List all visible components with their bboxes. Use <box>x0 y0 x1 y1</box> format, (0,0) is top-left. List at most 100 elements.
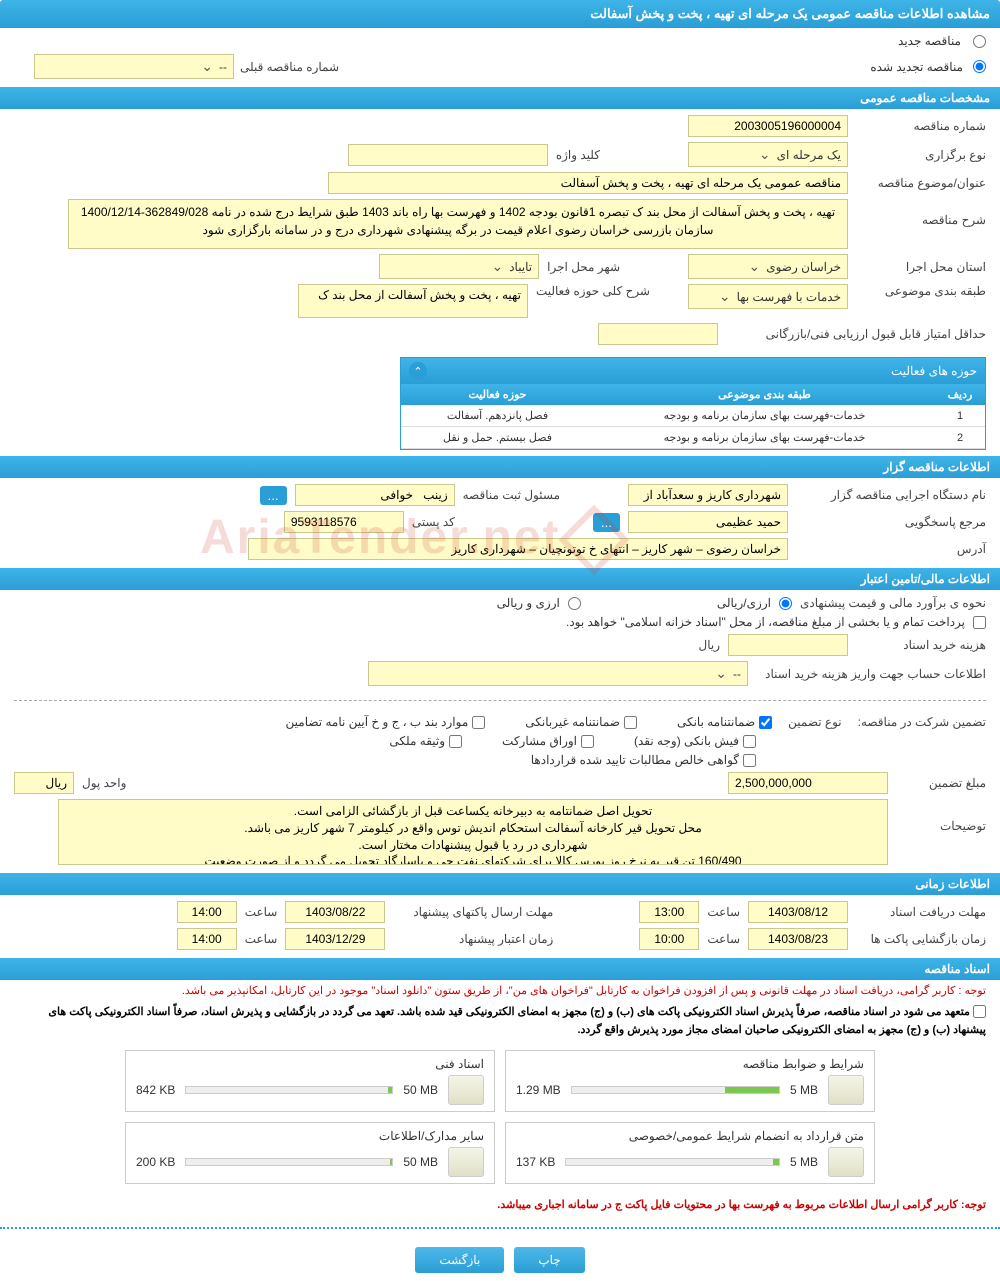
postal-input[interactable] <box>284 511 404 533</box>
activity-fields-title: حوزه های فعالیت <box>891 364 977 378</box>
col-field: حوزه فعالیت <box>401 384 594 405</box>
file-size: 200 KB <box>136 1155 175 1169</box>
city-select[interactable]: تایباد <box>379 254 539 279</box>
file-max: 50 MB <box>403 1083 438 1097</box>
progress-bar <box>565 1158 780 1166</box>
activity-desc-textarea[interactable]: تهیه ، پخت و پخش آسفالت از محل بند ک <box>298 284 528 318</box>
prev-number-select[interactable]: -- <box>34 54 234 79</box>
registrar-input[interactable] <box>295 484 455 506</box>
col-category: طبقه بندی موضوعی <box>594 384 935 405</box>
doc-receive-time[interactable] <box>639 901 699 923</box>
exec-agency-label: نام دستگاه اجرایی مناقصه گزار <box>796 488 986 502</box>
type-label: نوع برگزاری <box>856 148 986 162</box>
payment-note-label: پرداخت تمام و یا بخشی از مبلغ مناقصه، از… <box>566 615 965 629</box>
back-button[interactable]: بازگشت <box>415 1247 504 1273</box>
folder-icon[interactable] <box>828 1147 864 1177</box>
guarantee-label: تضمین شرکت در مناقصه: <box>858 715 986 729</box>
folder-icon[interactable] <box>828 1075 864 1105</box>
category-label: طبقه بندی موضوعی <box>856 284 986 298</box>
cb-receivables[interactable] <box>743 754 756 767</box>
min-score-input[interactable] <box>598 323 718 345</box>
payment-note-checkbox[interactable] <box>973 616 986 629</box>
page-title: مشاهده اطلاعات مناقصه عمومی یک مرحله ای … <box>0 0 1000 28</box>
file-size: 137 KB <box>516 1155 555 1169</box>
validity-time[interactable] <box>177 928 237 950</box>
time-label-3: ساعت <box>707 932 740 946</box>
account-info-select[interactable]: -- <box>368 661 748 686</box>
file-card: اسناد فنی 50 MB 842 KB <box>125 1050 495 1112</box>
opening-time[interactable] <box>639 928 699 950</box>
account-info-label: اطلاعات حساب جهت واریز هزینه خرید اسناد <box>756 667 986 681</box>
section-docs: اسناد مناقصه <box>0 958 1000 980</box>
file-card: سایر مدارک/اطلاعات 50 MB 200 KB <box>125 1122 495 1184</box>
doc-fee-input[interactable] <box>728 634 848 656</box>
opening-label: زمان بازگشایی پاکت ها <box>856 932 986 946</box>
collapse-icon[interactable]: ⌃ <box>409 362 427 380</box>
file-size: 842 KB <box>136 1083 175 1097</box>
file-card: شرایط و ضوابط مناقصه 5 MB 1.29 MB <box>505 1050 875 1112</box>
keyword-input[interactable] <box>348 144 548 166</box>
description-label: شرح مناقصه <box>856 199 986 227</box>
currency-unit-input[interactable] <box>14 772 74 794</box>
file-title: متن قرارداد به انضمام شرایط عمومی/خصوصی <box>629 1129 864 1143</box>
file-max: 5 MB <box>790 1155 818 1169</box>
commitment-text: متعهد می شود در اسناد مناقصه، صرفاً پذیر… <box>48 1006 986 1037</box>
type-select[interactable]: یک مرحله ای <box>688 142 848 167</box>
radio-renewed-tender[interactable] <box>973 60 986 73</box>
progress-bar <box>185 1158 393 1166</box>
activity-fields-table: ردیف طبقه بندی موضوعی حوزه فعالیت 1 خدما… <box>401 384 985 449</box>
proposal-send-date[interactable] <box>285 901 385 923</box>
contact-label: مرجع پاسخگویی <box>796 515 986 529</box>
notes-textarea[interactable]: تحویل اصل ضمانتامه به دبیرخانه یکساعت قب… <box>58 799 888 865</box>
tender-number-input[interactable] <box>688 115 848 137</box>
description-textarea[interactable]: تهیه ، پخت و پخش آسفالت از محل بند ک تبص… <box>68 199 848 249</box>
folder-icon[interactable] <box>448 1075 484 1105</box>
prev-number-label: شماره مناقصه قبلی <box>240 60 339 74</box>
radio-currency1[interactable] <box>779 597 792 610</box>
notes-label: توضیحات <box>896 799 986 833</box>
file-max: 5 MB <box>790 1083 818 1097</box>
guarantee-type-label: نوع تضمین <box>788 715 841 729</box>
keyword-label: کلید واژه <box>556 148 600 162</box>
category-select[interactable]: خدمات با فهرست بها <box>688 284 848 309</box>
rial-label: ریال <box>698 638 720 652</box>
dotted-divider <box>0 1227 1000 1229</box>
radio-currency2[interactable] <box>568 597 581 610</box>
validity-date[interactable] <box>285 928 385 950</box>
address-input[interactable] <box>248 538 788 560</box>
proposal-send-time[interactable] <box>177 901 237 923</box>
registrar-browse-btn[interactable]: ... <box>260 486 287 505</box>
folder-icon[interactable] <box>448 1147 484 1177</box>
subject-input[interactable] <box>328 172 848 194</box>
radio-new-tender-label: مناقصه جدید <box>898 34 961 48</box>
cb-nonbank[interactable] <box>624 716 637 729</box>
validity-label: زمان اعتبار پیشنهاد <box>393 932 553 946</box>
time-label-1: ساعت <box>707 905 740 919</box>
contact-input[interactable] <box>628 511 788 533</box>
estimate-label: نحوه ی برآورد مالی و قیمت پیشنهادی <box>800 596 986 610</box>
cb-property[interactable] <box>449 735 462 748</box>
cb-bank-guarantee[interactable] <box>759 716 772 729</box>
col-row: ردیف <box>935 384 985 405</box>
exec-agency-input[interactable] <box>628 484 788 506</box>
doc-receive-date[interactable] <box>748 901 848 923</box>
guarantee-amount-input[interactable] <box>728 772 888 794</box>
radio-renewed-tender-label: مناقصه تجدید شده <box>870 60 963 74</box>
opening-date[interactable] <box>748 928 848 950</box>
activity-desc-label: شرح کلی حوزه فعالیت <box>536 284 650 298</box>
postal-label: کد پستی <box>412 515 455 529</box>
province-select[interactable]: خراسان رضوی <box>688 254 848 279</box>
address-label: آدرس <box>796 542 986 556</box>
radio-new-tender[interactable] <box>973 35 986 48</box>
activity-fields-panel: حوزه های فعالیت ⌃ ردیف طبقه بندی موضوعی … <box>400 357 986 450</box>
tender-number-label: شماره مناقصه <box>856 119 986 133</box>
cb-bank-receipt[interactable] <box>743 735 756 748</box>
subject-label: عنوان/موضوع مناقصه <box>856 176 986 190</box>
print-button[interactable]: چاپ <box>514 1247 584 1273</box>
contact-browse-btn[interactable]: ... <box>593 513 620 532</box>
commitment-checkbox[interactable] <box>973 1005 986 1018</box>
cb-regulation[interactable] <box>472 716 485 729</box>
registrar-label: مسئول ثبت مناقصه <box>463 488 560 502</box>
cb-bonds[interactable] <box>581 735 594 748</box>
doc-receive-label: مهلت دریافت اسناد <box>856 905 986 919</box>
